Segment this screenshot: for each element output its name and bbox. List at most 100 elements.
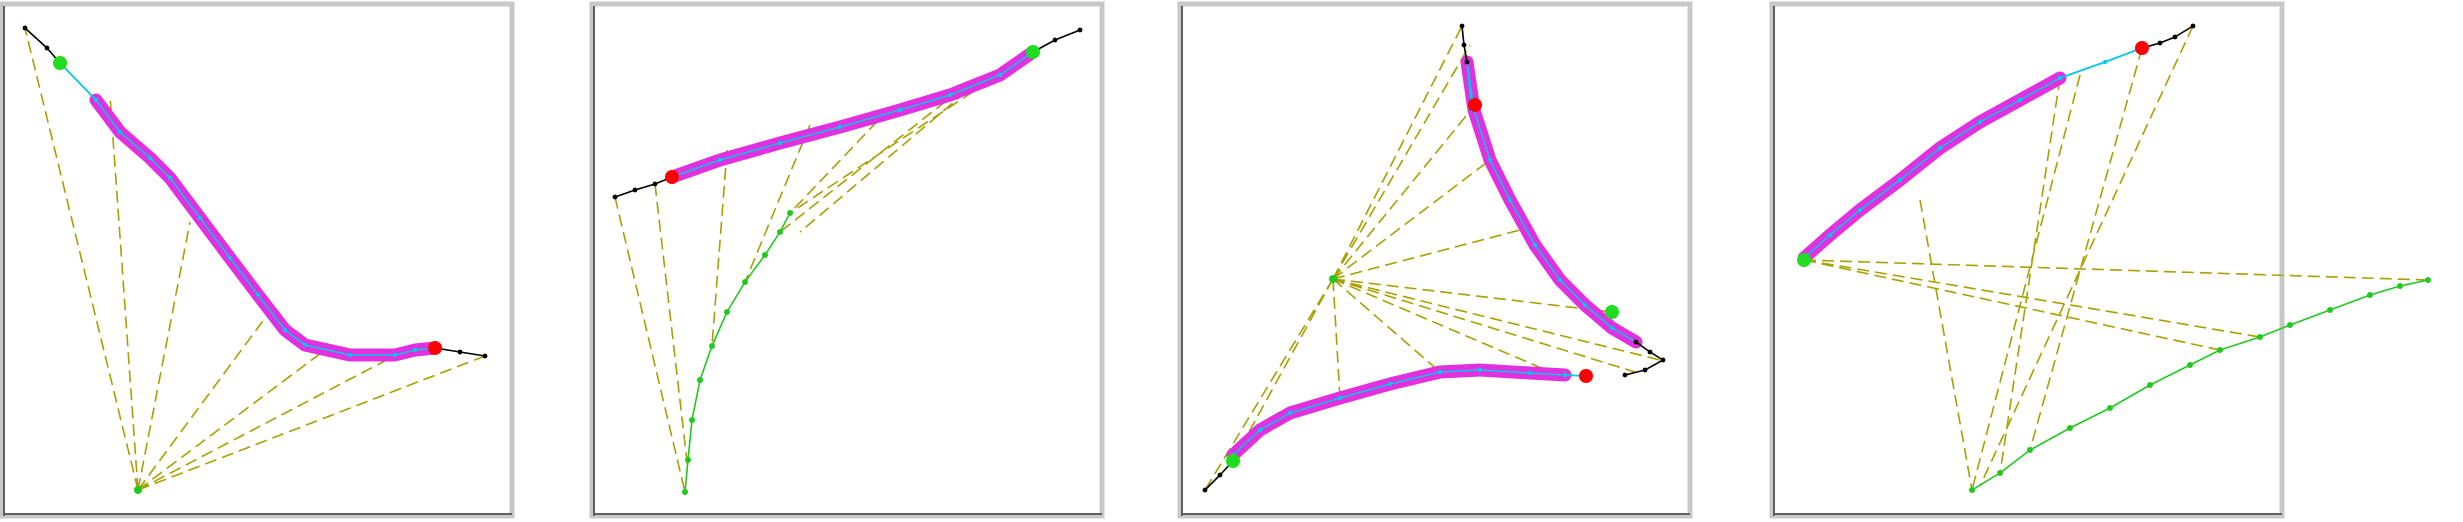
black-tail-end-point-2 xyxy=(1077,27,1083,33)
highlight-band-point-2 xyxy=(1977,119,1983,125)
highlight-band-point-5 xyxy=(1857,207,1863,213)
green-trajectory xyxy=(684,212,791,493)
highlight-band-point-1 xyxy=(2017,97,2023,103)
guide-line-3 xyxy=(744,124,811,283)
guide-line-1 xyxy=(654,183,689,471)
guide-line-4 xyxy=(137,349,326,491)
black-tail-end-point-1 xyxy=(1647,349,1653,355)
black-tail-start xyxy=(614,176,673,198)
guide-line-3 xyxy=(1919,199,1973,491)
highlight-band-point-8 xyxy=(302,342,308,348)
green-trajectory-point-2 xyxy=(2027,447,2033,453)
guide-line-8 xyxy=(1332,278,1561,377)
panel-frame xyxy=(1177,1,1693,519)
highlight-band-point-7 xyxy=(1609,325,1615,331)
black-tail-end-point-4 xyxy=(1622,372,1628,378)
highlight-band-point-4 xyxy=(1897,177,1903,183)
red-marker xyxy=(665,170,679,184)
panel-4 xyxy=(1769,1,2431,519)
highlight-band-point-3 xyxy=(1937,145,1943,151)
panel-frame xyxy=(1769,1,2285,519)
black-tail-2-point-0 xyxy=(1202,487,1208,493)
guide-line-7 xyxy=(1332,278,1636,373)
guide-line-1 xyxy=(1332,44,1471,280)
green-trajectory-point-7 xyxy=(2217,347,2223,353)
guide-line-5 xyxy=(789,51,1034,214)
highlight-band-2-point-2 xyxy=(1287,410,1293,416)
highlight-band-point-3 xyxy=(167,175,173,181)
guide-line-4 xyxy=(789,107,891,214)
highlight-band-2-point-6 xyxy=(1477,367,1483,373)
highlight-band-point-3 xyxy=(1507,197,1513,203)
green-trajectory-point-5 xyxy=(2147,382,2153,388)
green-trajectory-point-4 xyxy=(2107,405,2113,411)
guide-line-0 xyxy=(1332,25,1463,280)
green-trajectory-point-8 xyxy=(777,229,783,235)
green-marker xyxy=(1797,253,1811,267)
guide-line-11 xyxy=(1232,278,1334,462)
black-tail-end-point-3 xyxy=(1642,367,1648,373)
green-trajectory-point-5 xyxy=(724,309,730,315)
guide-line-0 xyxy=(24,27,139,491)
highlight-band-point-7 xyxy=(282,327,288,333)
guide-line-10 xyxy=(1332,278,1341,399)
black-tail-end-point-1 xyxy=(457,349,463,355)
black-tail-start-point-0 xyxy=(612,194,618,200)
panel-frame xyxy=(0,1,515,519)
red-marker xyxy=(428,341,442,355)
black-tail-2-point-1 xyxy=(1217,472,1223,478)
guide-line-5 xyxy=(1332,278,1613,313)
black-tail-end-point-2 xyxy=(1660,357,1666,363)
red-marker xyxy=(1579,369,1593,383)
highlight-band-2-point-5 xyxy=(1437,369,1443,375)
highlight-band-point-9 xyxy=(347,352,353,358)
green-trajectory-point-1 xyxy=(1997,470,2003,476)
green-trajectory xyxy=(1971,279,2429,491)
highlight-band-centerline xyxy=(1803,77,2061,259)
black-tail-start-point-2 xyxy=(652,181,658,187)
highlight-band-point-1 xyxy=(117,129,123,135)
cyan-segment-point-1 xyxy=(93,97,99,103)
highlight-band-point-6 xyxy=(1827,232,1833,238)
highlight-band-point-4 xyxy=(197,215,203,221)
green-marker xyxy=(1605,305,1619,319)
highlight-band-2-point-7 xyxy=(1527,370,1533,376)
cyan-segment-point-1 xyxy=(2102,59,2108,65)
green-marker xyxy=(53,56,67,70)
green-trajectory-point-8 xyxy=(2257,334,2263,340)
black-tail-start-point-2 xyxy=(1464,59,1470,65)
green-trajectory-point-9 xyxy=(2287,322,2293,328)
highlight-band-centerline xyxy=(671,51,1034,178)
black-tail-end-point-0 xyxy=(1633,339,1639,345)
guide-line-6 xyxy=(1999,77,2061,474)
guide-line-2 xyxy=(1332,104,1476,280)
guide-line-6 xyxy=(1332,278,1661,361)
cyan-segment-2-point-0 xyxy=(1562,372,1568,378)
green-trajectory-point-0 xyxy=(682,489,688,495)
guide-line-6 xyxy=(137,355,486,491)
highlight-band-point-4 xyxy=(897,107,903,113)
green-trajectory-point-2 xyxy=(689,417,695,423)
red-marker xyxy=(2135,41,2149,55)
guide-line-6 xyxy=(799,79,981,233)
panel-frame xyxy=(589,1,1105,519)
black-tail-start-point-1 xyxy=(632,187,638,193)
cyan-segment-point-2 xyxy=(2057,75,2063,81)
guide-line-0 xyxy=(614,196,686,493)
black-tail-end-point-1 xyxy=(1052,37,1058,43)
panel-3 xyxy=(1177,1,1693,519)
black-tail-start-point-0 xyxy=(22,25,28,31)
highlight-band-point-5 xyxy=(1557,277,1563,283)
highlight-band-point-5 xyxy=(227,255,233,261)
guide-line-4 xyxy=(1332,229,1521,280)
highlight-band-point-6 xyxy=(255,292,261,298)
guide-line-2 xyxy=(137,221,191,491)
cyan-segment xyxy=(59,62,97,101)
green-trajectory-point-3 xyxy=(697,377,703,383)
guide-line-12 xyxy=(1204,278,1334,491)
black-tail-start-point-2 xyxy=(2157,40,2163,46)
guide-line-5 xyxy=(137,352,401,491)
green-marker-2 xyxy=(1226,454,1240,468)
green-trajectory-point-13 xyxy=(2425,277,2431,283)
